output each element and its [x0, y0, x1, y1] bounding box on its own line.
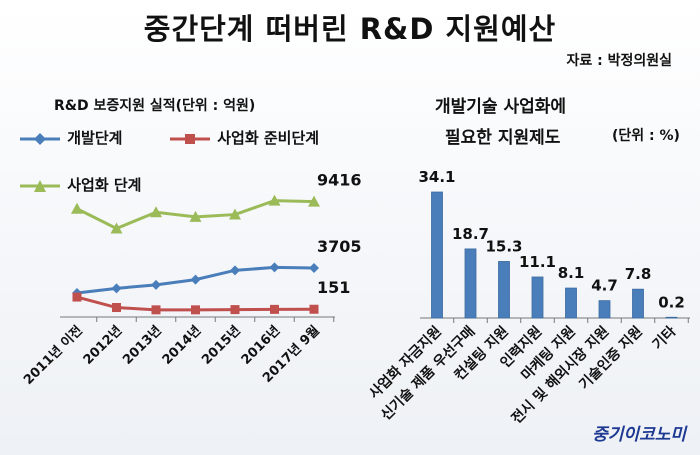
data-point — [151, 305, 161, 315]
legend-item-development: 개발단계 — [18, 127, 122, 148]
bar — [464, 248, 477, 319]
data-point — [189, 210, 202, 222]
bar-value-label: 0.2 — [658, 293, 685, 311]
brand-logo: 중기이코노미 — [592, 425, 686, 445]
data-point — [150, 206, 162, 218]
bar-value-label: 7.8 — [625, 265, 652, 283]
legend-label-commercial: 사업화 단계 — [67, 176, 142, 194]
data-point — [112, 303, 121, 313]
legend-marker-pre-commercial — [170, 133, 210, 144]
data-point — [110, 222, 123, 234]
bar-value-label: 11.1 — [519, 253, 556, 271]
data-point — [230, 305, 240, 315]
data-point — [308, 195, 320, 207]
bar-value-label: 4.7 — [591, 277, 618, 295]
legend-item-commercial: 사업화 단계 — [18, 174, 141, 195]
data-point — [71, 202, 83, 214]
data-point — [309, 304, 319, 314]
bar-chart-title-line2: 필요한 지원제도 — [445, 128, 561, 148]
data-point — [229, 208, 241, 220]
data-label: 9416 — [317, 171, 362, 190]
data-point — [230, 265, 240, 276]
legend-label-development: 개발단계 — [67, 129, 123, 147]
legend-marker-commercial — [20, 179, 60, 192]
bar-chart-unit: (단위 : %) — [612, 128, 680, 144]
bar — [598, 300, 611, 319]
data-point — [309, 262, 319, 273]
bar — [565, 287, 577, 319]
bar — [431, 191, 443, 319]
line-chart-title: R&D 보증지원 실적(단위 : 억원) — [54, 98, 256, 114]
bar-category-label: 기타 — [650, 323, 680, 353]
bar-chart-title-line1: 개발기술 사업화에 — [435, 97, 567, 117]
data-point — [111, 283, 122, 294]
legend-marker-development — [20, 132, 60, 145]
bar-value-label: 18.7 — [452, 225, 489, 243]
data-point — [190, 274, 201, 285]
legend-label-pre-commercial: 사업화 준비단계 — [217, 129, 320, 147]
data-point — [72, 292, 82, 302]
bar — [665, 316, 678, 319]
data-label: 151 — [317, 278, 350, 297]
bar — [531, 276, 544, 319]
bar-value-label: 8.1 — [558, 264, 585, 282]
source-note: 자료 : 박정의원실 — [566, 53, 672, 69]
data-point — [269, 262, 280, 273]
legend-item-pre-commercial: 사업화 준비단계 — [168, 127, 319, 148]
data-label: 3705 — [317, 237, 362, 256]
bar-value-label: 34.1 — [418, 168, 455, 186]
bar — [498, 261, 510, 319]
bar — [632, 288, 644, 319]
bar-value-label: 15.3 — [485, 237, 522, 255]
main-title: 중간단계 떠버린 R&D 지원예산 — [143, 12, 557, 46]
data-point — [151, 279, 161, 290]
data-point — [268, 194, 281, 206]
data-point — [270, 304, 279, 314]
data-point — [191, 305, 200, 315]
